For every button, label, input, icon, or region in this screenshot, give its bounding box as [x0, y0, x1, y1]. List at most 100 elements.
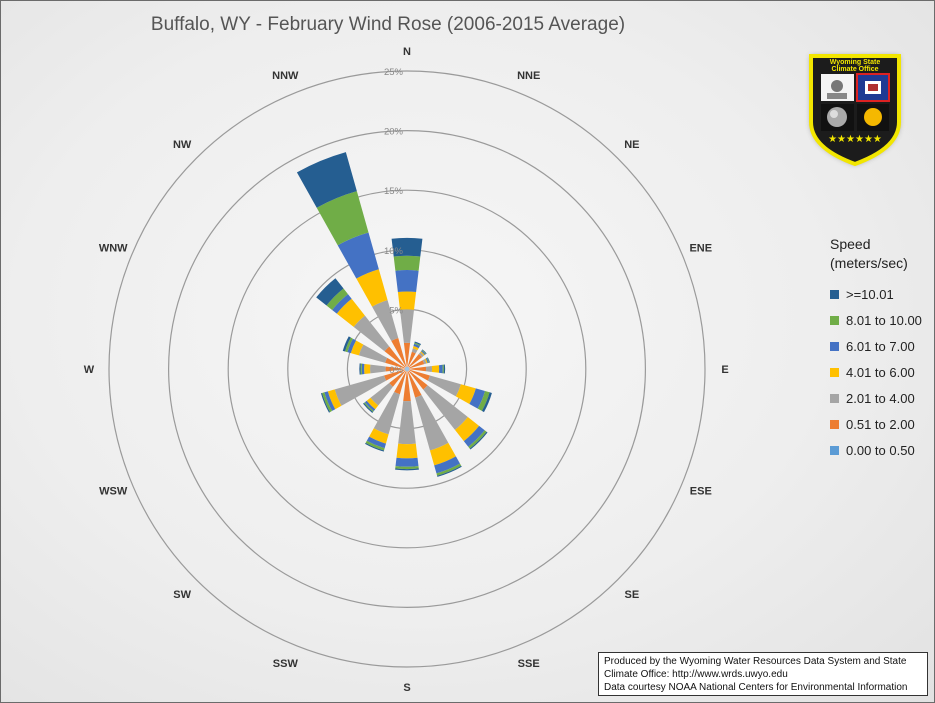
petal-ssw-series-0	[405, 369, 407, 372]
petal-ne-series-6	[422, 349, 427, 354]
petal-ssw-series-6	[365, 442, 385, 452]
legend-swatch	[830, 367, 839, 377]
legend-label: >=10.01	[846, 286, 894, 302]
svg-text:Wyoming State: Wyoming State	[830, 59, 881, 66]
petal-ne-series-3	[420, 351, 425, 356]
petal-nne-series-5	[414, 342, 421, 347]
petal-ne-series-0	[407, 367, 409, 369]
petal-ene-series-0	[407, 367, 410, 369]
legend-item: 4.01 to 6.00	[830, 359, 935, 385]
legend-label: 8.01 to 10.00	[846, 312, 922, 328]
radial-tick-5: 5%	[389, 305, 403, 316]
petal-se-series-1	[408, 370, 428, 390]
petal-wnw-series-2	[358, 344, 388, 363]
petal-nnw-series-3	[356, 269, 388, 307]
petal-sw-series-2	[370, 383, 393, 406]
legend-title-line2: (meters/sec)	[830, 255, 908, 271]
petal-se-series-2	[423, 385, 468, 430]
petal-se-series-3	[454, 416, 480, 442]
earth-icon	[827, 107, 847, 127]
radial-tick-0: 0%	[389, 365, 403, 376]
legend-title-line1: Speed	[830, 236, 871, 252]
petal-ese-series-6	[481, 392, 492, 413]
legend-label: 4.01 to 6.00	[846, 364, 915, 380]
petal-nw-series-5	[326, 288, 348, 310]
credit-line-3: Data courtesy NOAA National Centers for …	[604, 682, 908, 694]
legend-item: 0.51 to 2.00	[830, 411, 935, 437]
petal-s-series-4	[395, 457, 419, 467]
petal-ene-series-3	[424, 358, 428, 364]
petal-nne-series-2	[411, 348, 418, 354]
petal-nw-series-2	[353, 315, 390, 352]
direction-label-ne: NE	[624, 139, 639, 151]
petal-wnw-series-6	[342, 336, 351, 352]
petal-wnw-series-4	[347, 338, 357, 354]
credit-line-1: Produced by the Wyoming Water Resources …	[604, 656, 907, 667]
direction-label-sw: SW	[173, 589, 191, 601]
direction-label-e: E	[721, 364, 728, 376]
petal-n-series-3	[397, 291, 417, 310]
petal-n-series-5	[393, 255, 421, 271]
svg-text:Climate Office: Climate Office	[831, 66, 878, 73]
petal-w-series-4	[361, 363, 365, 375]
petal-w-series-2	[370, 364, 386, 374]
petal-wsw-series-4	[324, 391, 336, 411]
ring-25	[108, 70, 706, 668]
petal-wnw-series-5	[345, 337, 353, 353]
petal-nw-series-0	[405, 367, 407, 369]
legend: Speed (meters/sec) >=10.01 8.01 to 10.00 6…	[830, 235, 935, 463]
petal-wsw-series-6	[320, 392, 331, 413]
petal-nnw-series-1	[391, 338, 407, 367]
petal-n-series-1	[403, 342, 411, 367]
petal-wsw-series-0	[404, 369, 407, 371]
legend-swatch	[830, 445, 839, 455]
petal-s-series-6	[395, 468, 419, 471]
ring-20	[168, 130, 646, 608]
petal-nw-series-4	[332, 294, 352, 314]
legend-label: 0.00 to 0.50	[846, 442, 915, 458]
petal-nne-series-4	[413, 343, 420, 349]
legend-item: 0.00 to 0.50	[830, 437, 935, 463]
direction-label-n: N	[403, 46, 411, 58]
petal-ene-series-5	[426, 357, 430, 363]
petal-e-series-2	[425, 366, 433, 372]
petal-ese-series-4	[469, 388, 486, 409]
petal-e-series-1	[409, 366, 427, 372]
direction-label-ese: ESE	[690, 486, 712, 498]
direction-label-s: S	[403, 682, 410, 694]
credit-box: Produced by the Wyoming Water Resources …	[598, 652, 928, 696]
petal-ese-series-0	[407, 369, 410, 371]
petal-ne-series-2	[418, 352, 424, 358]
legend-swatch	[830, 393, 839, 403]
petal-e-series-5	[442, 364, 444, 374]
petal-nne-series-1	[407, 351, 416, 367]
petal-ese-series-1	[409, 369, 430, 381]
petal-ssw-series-4	[366, 436, 386, 449]
radial-tick-25: 25%	[384, 67, 404, 78]
wind-petals	[296, 152, 492, 477]
petal-wsw-series-3	[327, 389, 342, 410]
petal-nw-series-1	[384, 346, 406, 368]
credit-line-2: Climate Office: http://www.wrds.uwyo.edu	[604, 669, 788, 681]
direction-label-nne: NNE	[517, 70, 540, 82]
petal-ese-series-5	[477, 391, 490, 411]
petal-s-series-5	[395, 466, 419, 470]
direction-label-wnw: WNW	[99, 242, 128, 254]
petal-se-series-5	[468, 430, 487, 449]
ring-15	[227, 189, 587, 549]
petal-nne-series-3	[412, 346, 419, 351]
stars-icon: ★★★★★★	[828, 134, 882, 145]
legend-item: 2.01 to 4.00	[830, 385, 935, 411]
petal-nw-series-6	[316, 278, 344, 306]
legend-item: 8.01 to 10.00	[830, 307, 935, 333]
radial-tick-20: 20%	[384, 127, 404, 138]
petal-ssw-series-3	[369, 428, 389, 444]
direction-label-ssw: SSW	[273, 658, 299, 670]
direction-label-sse: SSE	[518, 658, 540, 670]
petal-ese-series-3	[455, 384, 476, 404]
petal-sw-series-6	[363, 402, 374, 413]
petal-sse-series-0	[407, 369, 409, 372]
petal-s-series-1	[403, 371, 411, 402]
legend-swatch	[830, 341, 839, 351]
petal-nnw-series-4	[337, 232, 379, 279]
